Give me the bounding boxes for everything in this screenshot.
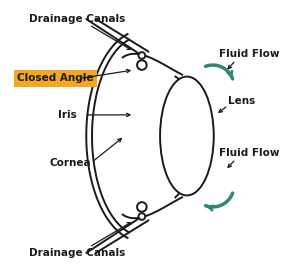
Text: Lens: Lens <box>228 97 255 107</box>
Circle shape <box>137 60 147 70</box>
Text: Iris: Iris <box>57 110 76 120</box>
Circle shape <box>137 202 147 212</box>
Circle shape <box>139 52 145 59</box>
Text: Closed Angle: Closed Angle <box>17 73 94 84</box>
Text: Fluid Flow: Fluid Flow <box>219 49 279 58</box>
Text: Drainage Canals: Drainage Canals <box>29 14 125 24</box>
Ellipse shape <box>160 77 214 195</box>
Text: Fluid Flow: Fluid Flow <box>219 148 279 158</box>
Text: Cornea: Cornea <box>50 158 91 168</box>
Circle shape <box>139 213 145 220</box>
Text: Drainage Canals: Drainage Canals <box>29 248 125 258</box>
